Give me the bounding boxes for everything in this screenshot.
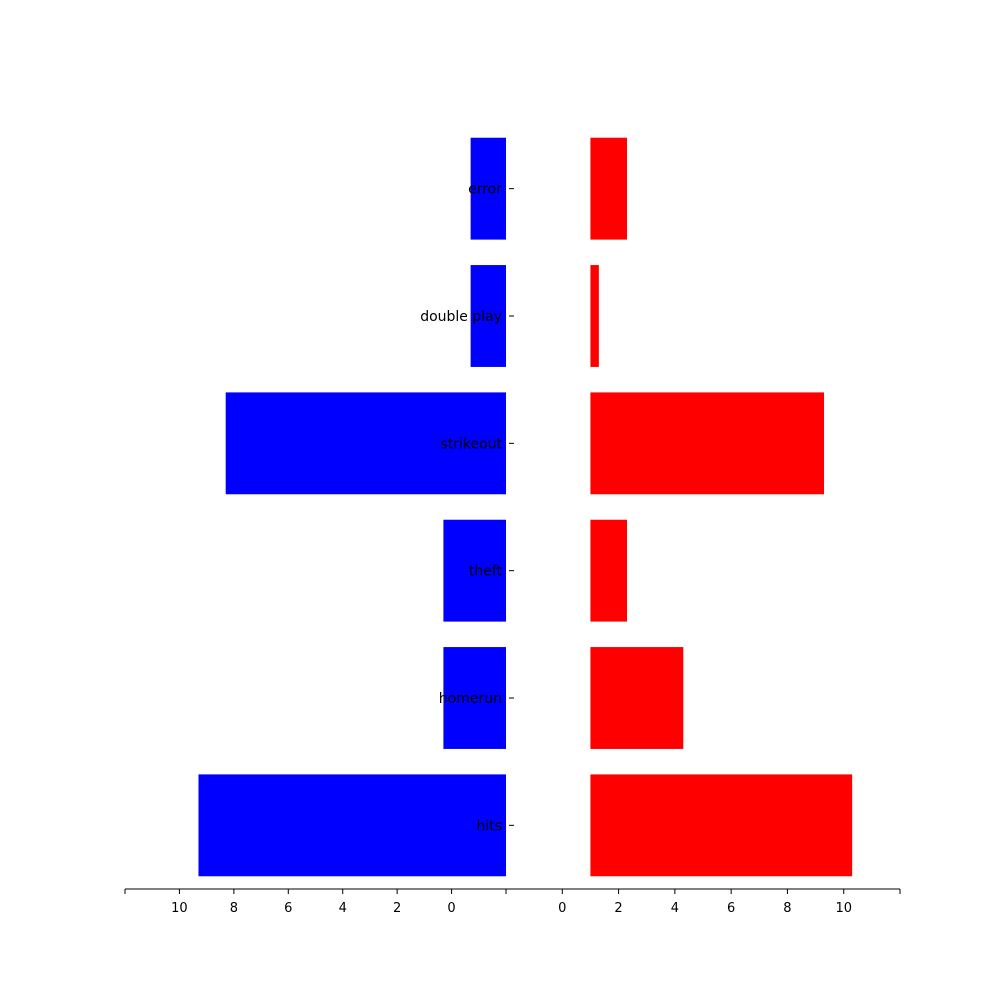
- x-tick-label-left: 2: [393, 901, 401, 916]
- x-tick-label-right: 4: [671, 901, 679, 916]
- bar-left-theft: [443, 519, 506, 622]
- category-label: error: [468, 182, 502, 198]
- bar-right-error: [590, 137, 628, 240]
- bar-left-hits: [198, 774, 506, 877]
- bar-left-homerun: [443, 647, 506, 749]
- bar-right-strikeout: [590, 392, 825, 495]
- bar-left-strikeout: [225, 392, 506, 495]
- category-labels: hits homerun theft strikeout double play erro…: [420, 182, 514, 834]
- x-tick-label-left: 6: [284, 901, 292, 916]
- category-label: strikeout: [440, 436, 502, 452]
- x-tick-label-left: 10: [171, 901, 188, 916]
- category-label: theft: [469, 564, 503, 580]
- bars-layer: [198, 137, 853, 877]
- category-label: hits: [476, 818, 502, 834]
- category-label: double play: [420, 309, 502, 325]
- x-axis: 0 0 2 2 4 4 6 6 8 8 10 10: [124, 888, 901, 916]
- category-label: homerun: [439, 691, 502, 707]
- x-tick-label-right: 8: [783, 901, 791, 916]
- bar-left-double-play: [470, 265, 506, 367]
- x-tick-label-left: 4: [339, 901, 347, 916]
- x-tick-label-right: 6: [727, 901, 735, 916]
- x-tick-label-right: 0: [558, 901, 566, 916]
- x-tick-label-right: 10: [835, 901, 852, 916]
- x-tick-label-right: 2: [614, 901, 622, 916]
- x-tick-label-left: 8: [230, 901, 238, 916]
- x-tick-label-left: 0: [447, 901, 455, 916]
- bar-right-double-play: [590, 265, 599, 367]
- bar-left-error: [470, 137, 506, 240]
- bar-right-hits: [590, 774, 853, 877]
- bar-right-theft: [590, 519, 628, 622]
- bar-right-homerun: [590, 647, 684, 749]
